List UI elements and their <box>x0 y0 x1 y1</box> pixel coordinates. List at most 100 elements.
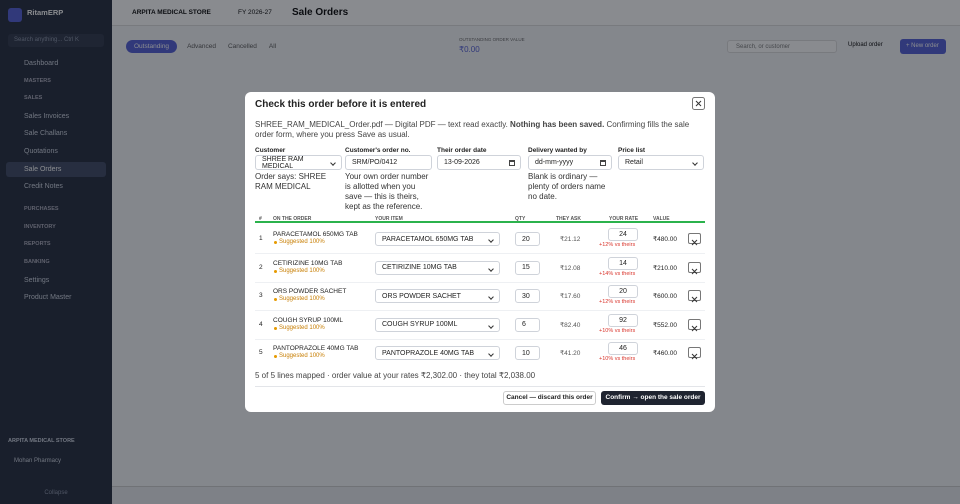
remove-button[interactable] <box>688 261 701 274</box>
field-value: Retail <box>625 159 643 166</box>
remove-button[interactable] <box>688 318 701 331</box>
remove-icon <box>691 239 698 246</box>
calendar-icon <box>509 160 515 166</box>
field-label: Customer's order no. <box>345 147 411 154</box>
their-rate: ₹41.20 <box>560 350 581 357</box>
item-select[interactable]: PARACETAMOL 650MG TAB <box>375 232 500 246</box>
row-number: 2 <box>259 263 263 271</box>
remove-button[interactable] <box>688 233 701 246</box>
rate-input[interactable]: 24 <box>608 228 638 241</box>
remove-icon <box>691 353 698 360</box>
match-dot <box>274 298 277 301</box>
qty-value: 30 <box>522 292 530 300</box>
rate-diff: +10% vs theirs <box>599 327 636 334</box>
line-value: ₹460.00 <box>653 350 678 357</box>
chevron <box>488 237 494 243</box>
qty-value: 6 <box>522 321 526 328</box>
column-header: YOUR RATE <box>609 216 639 222</box>
field-date[interactable]: 13-09-2026 <box>437 155 521 170</box>
item-select[interactable]: ORS POWDER SACHET <box>375 289 500 303</box>
rate-diff: +10% vs theirs <box>599 356 636 362</box>
remove-icon <box>691 296 698 303</box>
match-score: Suggested 100% <box>279 267 325 274</box>
match-dot <box>274 241 277 244</box>
item-value: PANTOPRAZOLE 40MG TAB <box>382 349 475 357</box>
column-header: ON THE ORDER <box>273 216 312 222</box>
order-item: CETIRIZINE 10MG TAB <box>273 259 343 267</box>
match-score: Suggested 100% <box>279 353 325 359</box>
remove-icon <box>691 268 698 274</box>
line-value: ₹552.00 <box>653 321 678 329</box>
row-number: 3 <box>259 292 263 299</box>
field-label: Price list <box>618 147 646 154</box>
field-date[interactable]: dd-mm-yyyy <box>528 155 612 170</box>
chevron <box>692 160 698 166</box>
calendar-icon <box>600 160 606 166</box>
field-note: Your own order number is allotted when y… <box>345 172 429 211</box>
chevron <box>488 351 494 357</box>
qty-input[interactable]: 10 <box>515 346 540 360</box>
field-value: dd-mm-yyyy <box>535 159 574 166</box>
order-item: PANTOPRAZOLE 40MG TAB <box>273 345 359 352</box>
column-header: QTY <box>515 216 526 222</box>
rate-input[interactable]: 14 <box>608 256 638 270</box>
match-score: Suggested 100% <box>279 296 325 302</box>
their-rate: ₹12.08 <box>560 264 581 272</box>
order-item: PARACETAMOL 650MG TAB <box>273 231 358 238</box>
field-label: Their order date <box>437 147 487 154</box>
field-select[interactable]: SHREE RAM MEDICAL <box>255 155 342 170</box>
their-rate: ₹17.60 <box>560 293 581 300</box>
divider <box>255 386 705 387</box>
rate-value: 14 <box>619 259 627 267</box>
rate-input[interactable]: 20 <box>608 285 638 298</box>
item-select[interactable]: PANTOPRAZOLE 40MG TAB <box>375 346 500 360</box>
remove-icon <box>691 325 698 331</box>
item-select[interactable]: CETIRIZINE 10MG TAB <box>375 260 500 275</box>
field-select[interactable]: Retail <box>618 155 704 170</box>
match-score: Suggested 100% <box>279 239 325 245</box>
chevron <box>488 322 494 329</box>
rate-input[interactable]: 92 <box>608 313 638 327</box>
qty-input[interactable]: 6 <box>515 317 540 332</box>
row-divider <box>255 281 705 283</box>
match-dot <box>274 326 277 330</box>
match-dot <box>274 355 277 358</box>
qty-input[interactable]: 15 <box>515 260 540 275</box>
item-value: CETIRIZINE 10MG TAB <box>382 264 457 271</box>
intro: SHREE_RAM_MEDICAL_Order.pdf — Digital PD… <box>255 120 700 140</box>
rate-input[interactable]: 46 <box>608 342 638 355</box>
their-rate: ₹82.40 <box>560 321 581 329</box>
field-value: SRM/PO/0412 <box>352 159 398 166</box>
remove-button[interactable] <box>688 347 701 360</box>
modal-title: Check this order before it is entered <box>255 99 427 110</box>
qty-value: 15 <box>522 264 530 271</box>
field-value: 13-09-2026 <box>444 159 480 166</box>
chevron <box>488 294 494 300</box>
summary: 5 of 5 lines mapped · order value at you… <box>255 371 536 380</box>
remove-button[interactable] <box>688 290 701 303</box>
column-header: YOUR ITEM <box>375 216 403 222</box>
rate-diff: +12% vs theirs <box>599 299 636 305</box>
item-select[interactable]: COUGH SYRUP 100ML <box>375 317 500 332</box>
chevron <box>488 265 494 272</box>
item-value: COUGH SYRUP 100ML <box>382 321 458 328</box>
qty-input[interactable]: 30 <box>515 289 540 303</box>
row-divider <box>255 338 705 340</box>
confirm-button[interactable]: Confirm → open the sale order <box>601 391 705 405</box>
rate-value: 20 <box>619 288 627 295</box>
match-score: Suggested 100% <box>279 324 325 331</box>
row-number: 1 <box>259 235 263 242</box>
row-divider <box>255 253 705 254</box>
their-rate: ₹21.12 <box>560 236 581 243</box>
intro-text: SHREE_RAM_MEDICAL_Order.pdf — Digital PD… <box>255 120 511 129</box>
cancel-button[interactable]: Cancel — discard this order <box>503 391 596 405</box>
field-input[interactable]: SRM/PO/0412 <box>345 155 432 170</box>
qty-input[interactable]: 20 <box>515 232 540 246</box>
row-divider <box>255 310 705 311</box>
progress <box>255 221 705 223</box>
close-button[interactable] <box>692 97 705 110</box>
field-label: Delivery wanted by <box>528 147 587 154</box>
field-note: Blank is ordinary — plenty of orders nam… <box>528 172 606 201</box>
column-header: THEY ASK <box>556 216 582 222</box>
